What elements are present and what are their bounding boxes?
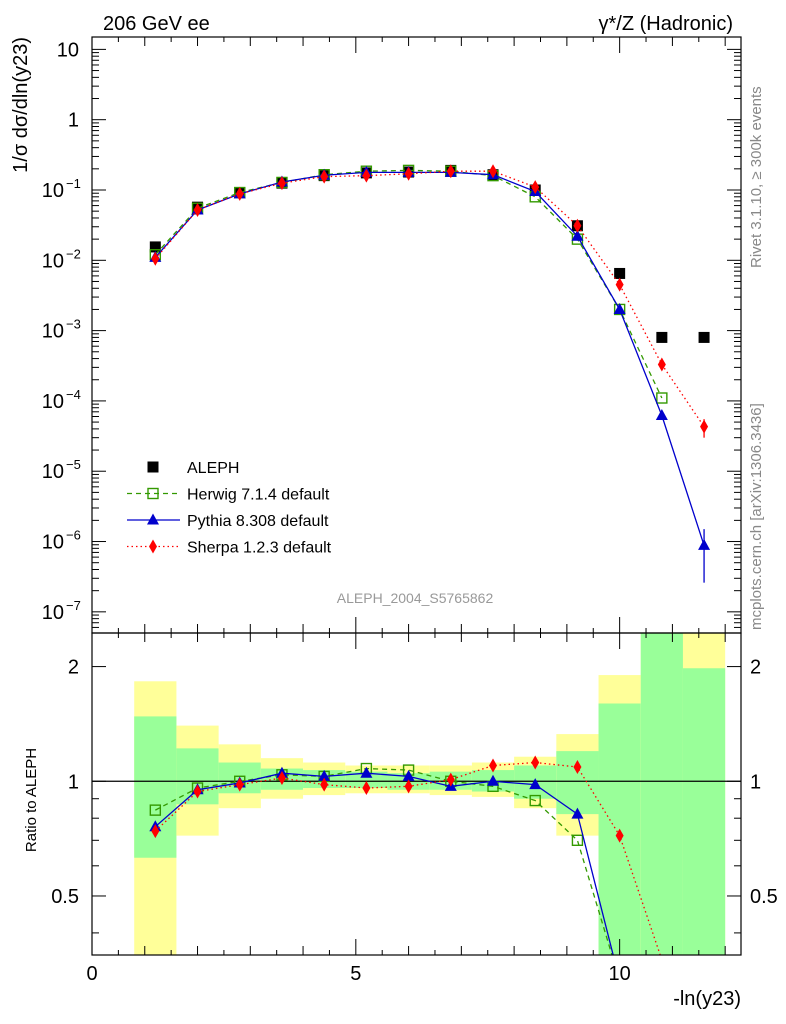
ratio-2-point-10	[573, 760, 582, 775]
ytick-label-exp: −6	[66, 528, 81, 543]
legend-label-0: ALEPH	[187, 460, 239, 477]
band-inner-13	[682, 668, 726, 955]
series-2-point-9	[531, 180, 540, 195]
rtick-label-right-1: 1	[750, 771, 761, 793]
data-point-0	[149, 241, 161, 253]
xtick-label-2: 10	[609, 963, 631, 985]
analysis-label: ALEPH_2004_S5765862	[337, 590, 494, 606]
legend-label-3: Sherpa 1.2.3 default	[187, 540, 332, 557]
series-2-point-1	[193, 202, 202, 217]
ytick-label-exp: −3	[66, 317, 81, 332]
series-2-point-3	[277, 176, 286, 191]
series-2-point-4	[320, 169, 329, 184]
ratio-2-point-4	[320, 777, 329, 792]
ytick-label: 10	[57, 39, 79, 61]
ytick-label: 10	[42, 532, 64, 554]
series-2-point-2	[235, 186, 244, 201]
ratio-2-point-8	[489, 758, 498, 773]
ratio-1-point-10	[571, 807, 584, 819]
series-line-2	[154, 170, 705, 428]
series-1-point-11	[613, 302, 626, 314]
ytick-label-exp: −1	[66, 176, 81, 191]
rtick-label-left-0: 0.5	[51, 886, 79, 908]
data-point-11	[614, 267, 626, 279]
legend-marker-0	[147, 461, 159, 473]
x-axis-title: -ln(y23)	[673, 988, 741, 1010]
energy-label: 206 GeV ee	[103, 13, 210, 35]
series-1-point-13	[698, 538, 711, 550]
series-2-point-6	[404, 166, 413, 181]
ytick-label: 10	[42, 602, 64, 624]
legend-label-1: Herwig 7.1.4 default	[187, 487, 330, 504]
main-panel	[149, 164, 711, 583]
ytick-label: 10	[42, 461, 64, 483]
rivet-label: Rivet 3.1.10, ≥ 300k events	[748, 86, 765, 268]
series-2-point-10	[573, 218, 582, 233]
legend-label-2: Pythia 8.308 default	[187, 513, 329, 530]
ratio-0-point-10	[571, 834, 584, 847]
ytick-label: 10	[42, 391, 64, 413]
ratio-0-point-9	[529, 794, 541, 807]
series-1-point-12	[655, 409, 668, 421]
legend-marker-3	[149, 539, 157, 554]
legend-marker-2	[147, 513, 159, 525]
band-inner-5	[345, 771, 388, 789]
ratio-2-point-0	[151, 824, 160, 839]
y-axis-title-ratio: Ratio to ALEPH	[23, 748, 40, 852]
series-2-point-7	[446, 164, 455, 179]
legend: ALEPH Herwig 7.1.4 default Pythia 8.308 de…	[127, 460, 332, 557]
rtick-label-left-2: 2	[68, 657, 79, 679]
ratio-0-point-0	[149, 804, 162, 816]
series-0-point-12	[656, 392, 668, 404]
data-point-12	[656, 331, 668, 343]
legend-marker-1	[147, 487, 159, 500]
rtick-label-left-1: 1	[68, 771, 79, 793]
ytick-label-exp: −5	[66, 457, 81, 472]
series-2-point-0	[151, 251, 160, 266]
ytick-label-exp: −4	[66, 387, 81, 402]
ytick-label-exp: −7	[66, 598, 81, 613]
ratio-panel	[92, 755, 741, 955]
series-2-point-8	[489, 164, 498, 179]
xtick-label-0: 0	[86, 963, 97, 985]
ratio-line-1	[154, 772, 614, 955]
series-2-point-5	[362, 168, 371, 183]
ratio-2-point-6	[404, 779, 413, 794]
ytick-label: 10	[42, 250, 64, 272]
ratio-1-point-6	[402, 769, 415, 781]
mcplots-label: mcplots.cern.ch [arXiv:1306.3436]	[748, 403, 765, 630]
y-axis-title-main: 1/σ dσ/dln(y23)	[10, 37, 32, 173]
ratio-2-point-2	[235, 777, 244, 792]
band-inner-12	[640, 633, 683, 955]
series-2-point-12	[657, 357, 666, 372]
ratio-line-0	[155, 767, 613, 955]
ratio-2-point-1	[193, 784, 202, 799]
rtick-label-right-2: 2	[750, 657, 761, 679]
ytick-label-exp: −2	[66, 246, 81, 261]
ratio-2-point-9	[531, 755, 540, 770]
ratio-2-point-5	[362, 781, 371, 796]
ratio-1-point-8	[487, 774, 500, 786]
ratio-2-point-3	[277, 771, 286, 786]
data-point-13	[698, 331, 710, 343]
ytick-label: 10	[42, 180, 64, 202]
series-2-point-13	[700, 419, 709, 434]
process-label: γ*/Z (Hadronic)	[599, 13, 733, 35]
rtick-label-right-0: 0.5	[750, 886, 778, 908]
ytick-label: 1	[68, 110, 79, 132]
ratio-2-point-11	[615, 828, 624, 843]
ratio-1-point-5	[360, 766, 373, 778]
xtick-label-1: 5	[350, 963, 361, 985]
ratio-frame	[91, 632, 742, 956]
ratio-1-point-4	[318, 769, 331, 781]
series-2-point-11	[615, 277, 624, 292]
ytick-label: 10	[42, 321, 64, 343]
ratio-1-point-9	[529, 778, 542, 790]
ratio-2-point-7	[446, 772, 455, 787]
ratio-bands	[134, 633, 726, 955]
series-1-point-10	[571, 229, 584, 241]
